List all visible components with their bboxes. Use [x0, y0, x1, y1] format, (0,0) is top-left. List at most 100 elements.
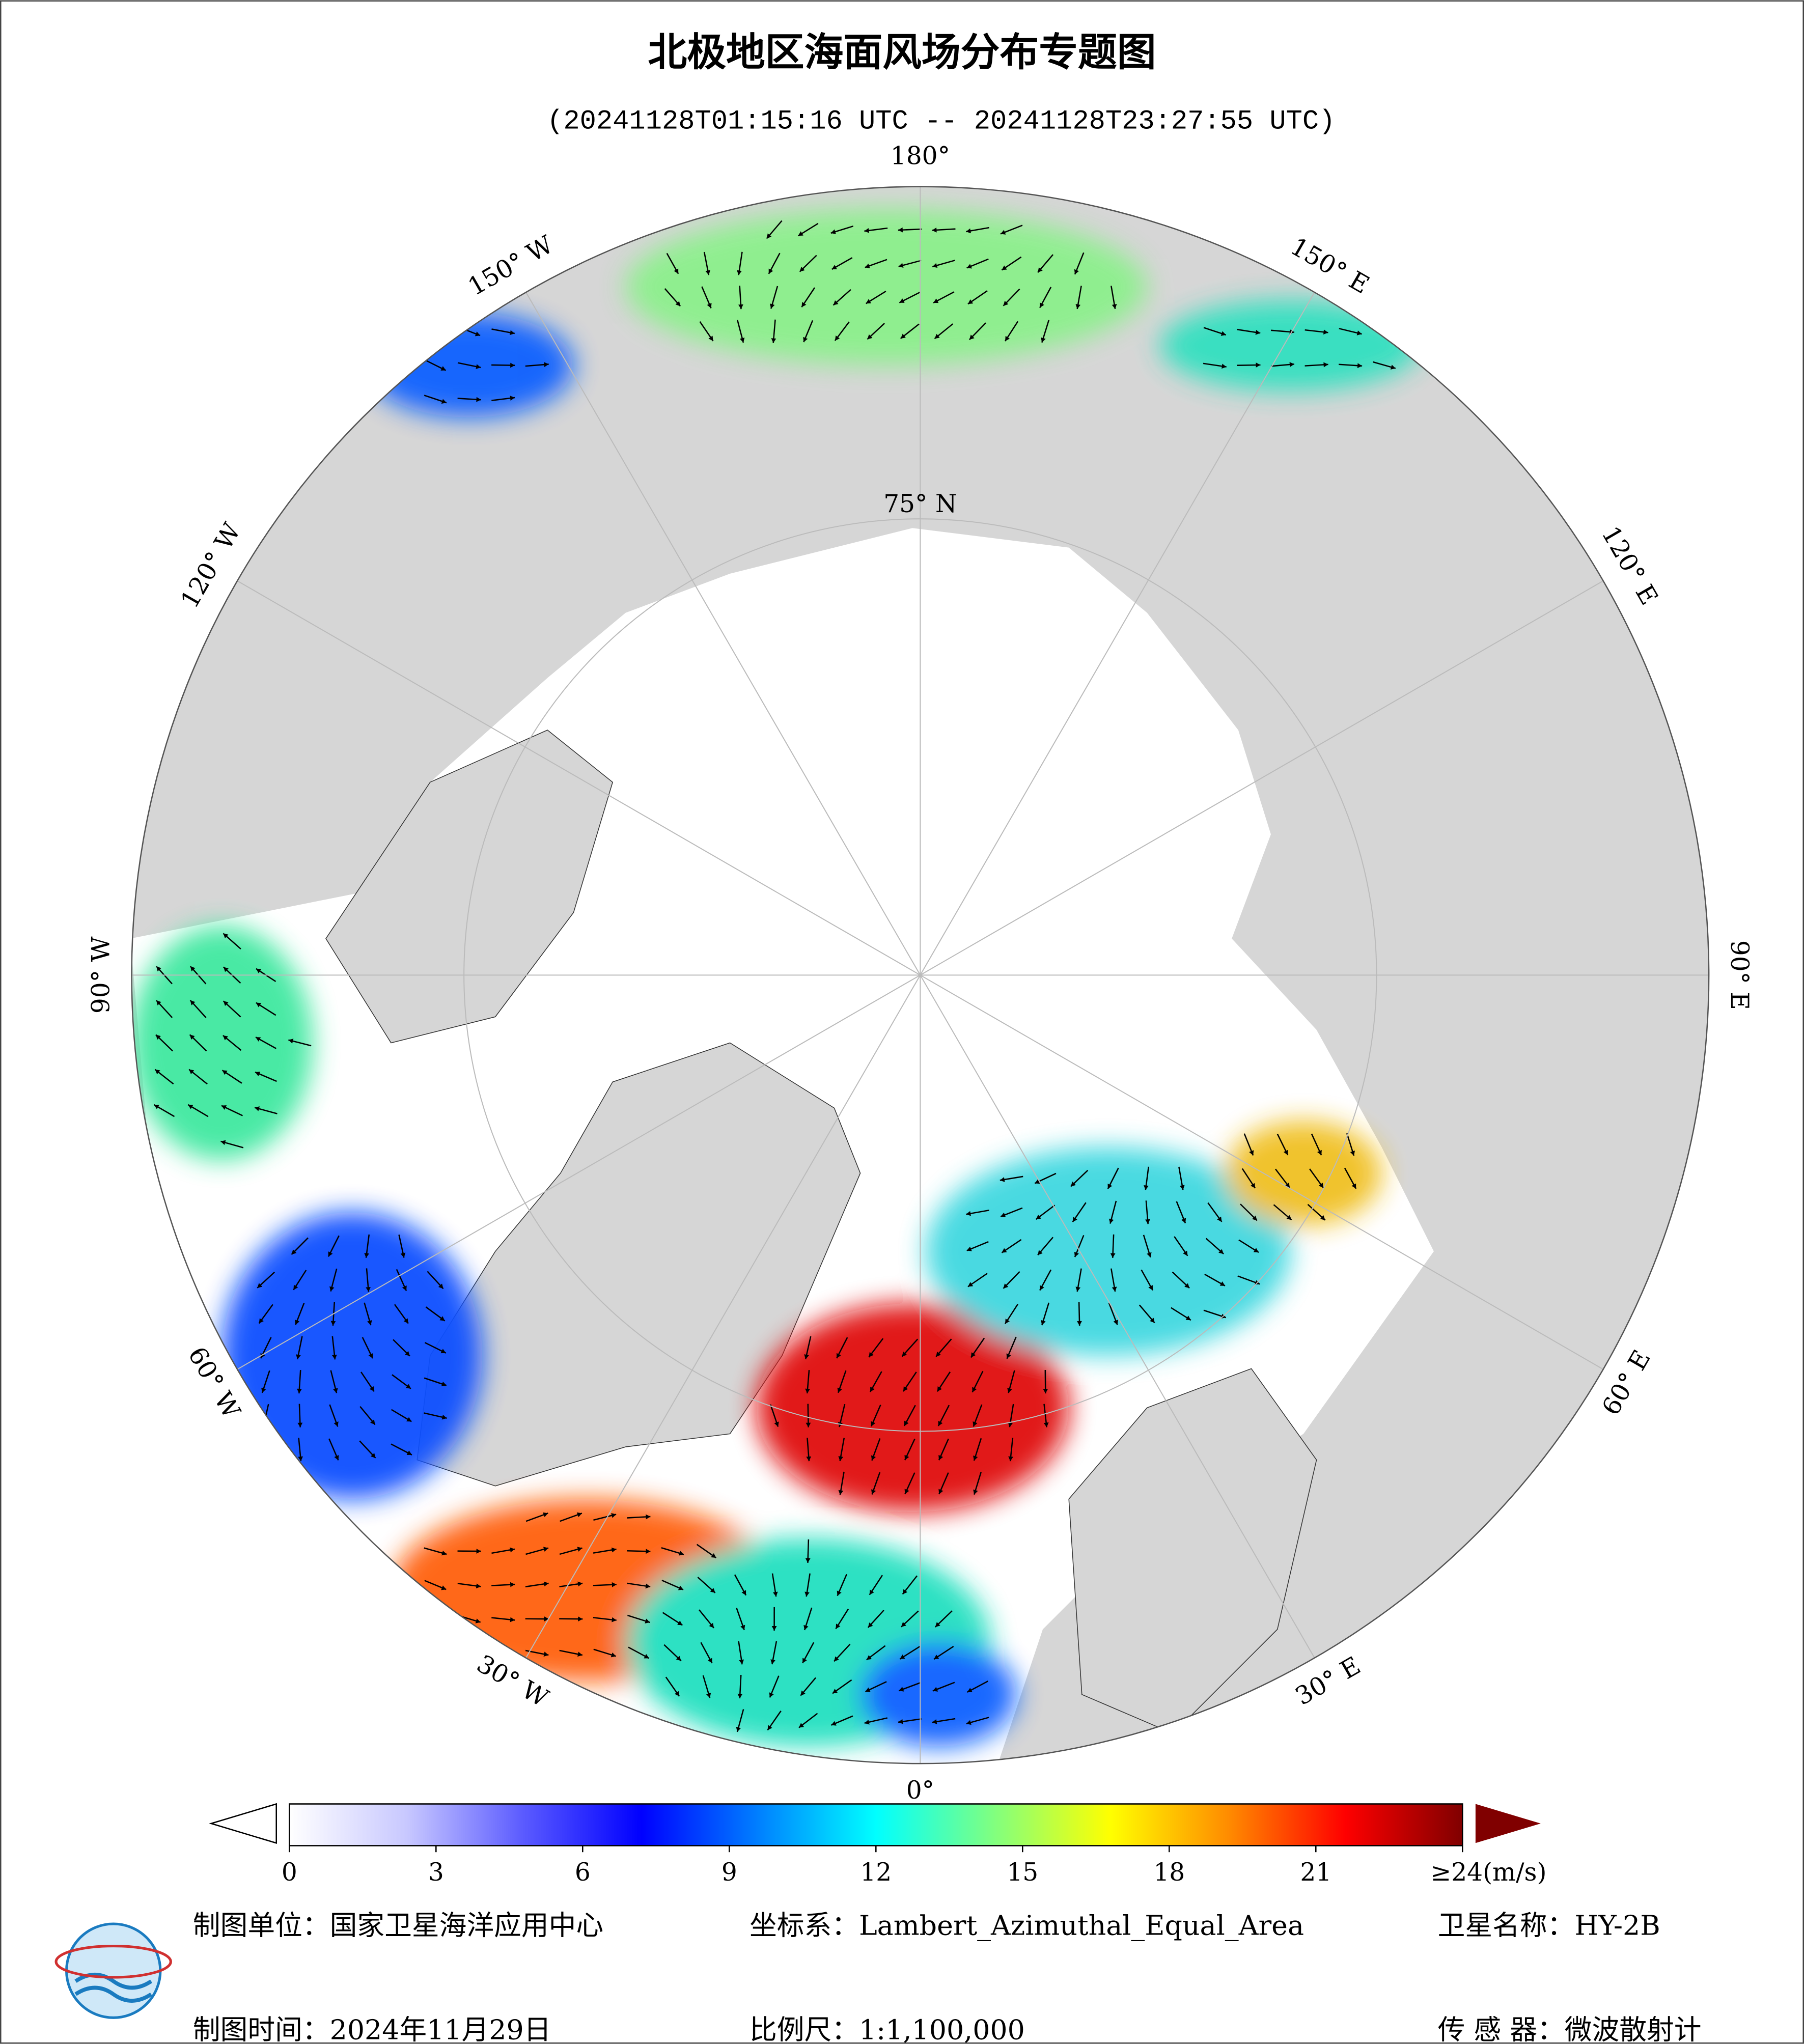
meridian — [920, 974, 1604, 1370]
wind-arrow-head — [1251, 1183, 1256, 1188]
wind-arrow-head — [1040, 1285, 1044, 1291]
wind-arrow-head — [1007, 1388, 1012, 1393]
wind-arrow-head — [611, 1513, 617, 1518]
wind-arrow-head — [1110, 1253, 1116, 1258]
colorbar-tick-label: 12 — [860, 1858, 892, 1887]
wind-arrow-head — [1038, 1250, 1043, 1255]
colorbar-tick-label: 18 — [1153, 1858, 1185, 1887]
wind-arrow-head — [1356, 330, 1362, 335]
wind-arrow-head — [405, 1351, 410, 1356]
wind-arrow-head — [674, 1691, 680, 1696]
wind-arrow-head — [806, 1456, 812, 1462]
wind-arrow-head — [543, 1651, 549, 1657]
wind-arrow-head — [1357, 363, 1363, 369]
wind-arrow-head — [768, 268, 773, 274]
wind-arrow-head — [869, 1352, 874, 1357]
wind-arrow-head — [1252, 1215, 1257, 1221]
wind-arrow-head — [1113, 1320, 1118, 1325]
wind-arrow-head — [934, 333, 940, 339]
wind-arrow-head — [936, 1351, 941, 1357]
wind-arrow-head — [707, 1658, 712, 1663]
wind-arrow-head — [869, 1589, 874, 1595]
colorbar-tick-label: 15 — [1007, 1858, 1038, 1887]
wind-arrow-head — [578, 1616, 583, 1622]
wind-arrow-head — [798, 1723, 804, 1728]
wind-arrow-head — [1283, 1150, 1288, 1155]
wind-arrow-head — [932, 1719, 937, 1724]
wind-arrow-head — [678, 1585, 684, 1590]
wind-arrow-head — [1390, 365, 1396, 370]
wind-arrow-head — [900, 1654, 905, 1659]
meridian — [920, 974, 1315, 1659]
wind-arrow-head — [1219, 1281, 1225, 1286]
scandinavia — [1068, 1368, 1317, 1734]
wind-arrow-head — [1005, 1319, 1010, 1324]
graticule: 75° N — [131, 186, 1709, 1764]
wind-arrow-head — [831, 1721, 837, 1726]
wind-arrow-head — [577, 1651, 582, 1657]
wind-arrow-head — [837, 1590, 842, 1596]
wind-arrow-head — [330, 1321, 336, 1326]
wind-arrow-head — [510, 330, 515, 335]
wind-arrow-head — [260, 1353, 265, 1359]
wind-arrow-head — [871, 1455, 876, 1461]
wind-arrow-head — [223, 1035, 228, 1041]
wind-arrow-head — [440, 366, 446, 371]
logo — [54, 1922, 172, 2019]
wind-arrow-head — [900, 333, 906, 339]
coordinate-system: 坐标系：Lambert_Azimuthal_Equal_Area — [750, 1910, 1304, 1942]
map: 75° N — [131, 186, 1709, 1764]
wind-arrow-head — [804, 1591, 810, 1597]
wind-arrow-head — [1040, 302, 1044, 308]
colorbar-tick-label: 3 — [428, 1858, 444, 1887]
wind-arrow-head — [938, 1455, 943, 1461]
wind-arrow-head — [832, 1689, 838, 1694]
wind-arrow-head — [544, 1616, 549, 1622]
scale: 比例尺：1:1,100,000 — [750, 2013, 1025, 2044]
wind-arrow-head — [1112, 304, 1117, 309]
wind-arrow-head — [677, 1620, 683, 1626]
satellite: 卫星名称：HY-2B — [1438, 1910, 1660, 1942]
wind-arrow-head — [368, 1353, 373, 1359]
wind-arrow-head — [801, 302, 807, 307]
wind-arrow-head — [871, 1489, 876, 1495]
wind-arrow-head — [830, 229, 836, 234]
wind-arrow-head — [476, 1583, 481, 1589]
wind-arrow-head — [223, 1001, 229, 1006]
wind-arrow-head — [1001, 230, 1006, 235]
wind-arrow-head — [901, 1621, 906, 1627]
wind-arrow-head — [334, 1455, 339, 1461]
wind-arrow-head — [220, 1140, 226, 1145]
wind-arrow-head — [967, 1688, 973, 1693]
wind-arrow-head — [1074, 269, 1079, 274]
wind-arrow-head — [870, 1386, 875, 1392]
wind-arrow-head — [190, 966, 196, 972]
wind-arrow-head — [770, 1659, 775, 1665]
wind-arrow-head — [610, 1652, 616, 1658]
wind-arrow-head — [296, 1354, 301, 1360]
map-unit: 制图单位：国家卫星海洋应用中心 — [193, 1910, 603, 1942]
wind-arrow-head — [510, 1547, 515, 1553]
wind-arrow-head — [1317, 1150, 1322, 1156]
wind-arrow-head — [1036, 1214, 1041, 1220]
wind-arrow-head — [156, 966, 161, 972]
wind-arrow-head — [1217, 1216, 1222, 1222]
wind-arrow-head — [934, 1655, 939, 1660]
wind-arrow-head — [973, 1455, 978, 1461]
sensor: 传 感 器：微波散射计 — [1438, 2013, 1702, 2044]
wind-arrow-head — [904, 1420, 909, 1426]
wind-arrow-head — [256, 968, 262, 973]
wind-arrow-head — [970, 1352, 976, 1358]
wind-arrow-head — [155, 1034, 161, 1040]
wind-arrow-head — [972, 1387, 977, 1392]
wind-arrow-head — [544, 362, 549, 368]
wind-arrow-head — [836, 1353, 841, 1358]
wind-arrow-head — [295, 1320, 300, 1325]
wind-arrow-head — [334, 1421, 339, 1427]
wind-arrow-head — [406, 1417, 412, 1422]
colorbar-ticks: 0 3 6 9 12 15 18 21 ≥24(m/s) — [282, 1845, 1546, 1887]
wind-arrow-head — [405, 1384, 411, 1389]
wind-arrow-head — [364, 1253, 370, 1258]
wind-arrow-head — [676, 1656, 681, 1661]
wind-arrow-head — [771, 1626, 777, 1631]
